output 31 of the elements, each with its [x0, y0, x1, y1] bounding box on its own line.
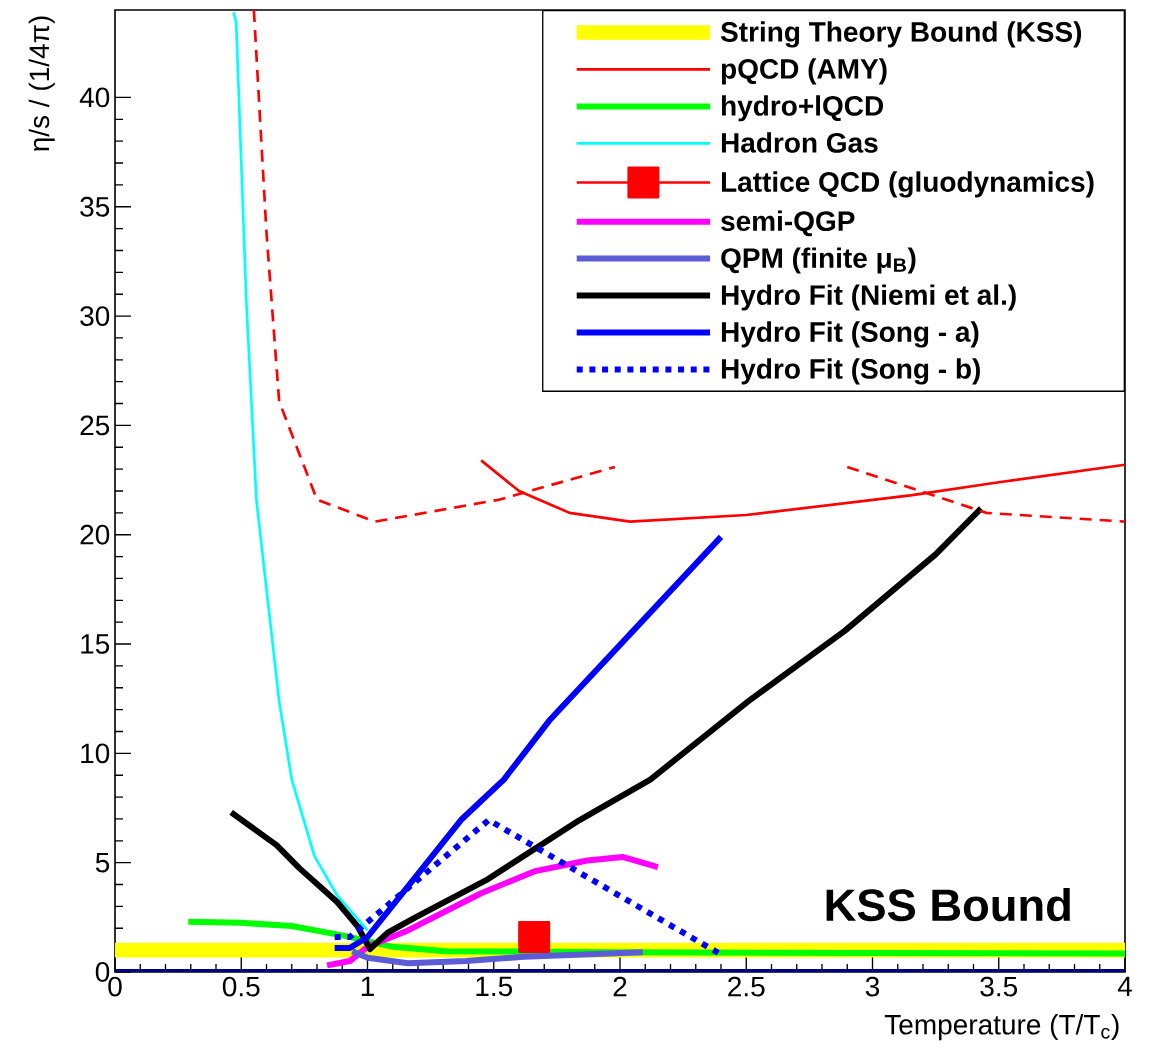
legend-label: Hydro Fit (Song - b) [721, 358, 980, 385]
legend-label: hydro+lQCD [722, 95, 884, 122]
legend-label: Hydro Fit (Niemi et al.) [721, 284, 1016, 311]
y-tick-label: 25 [80, 415, 110, 436]
y-tick-label: 0 [95, 962, 110, 982]
line-series [232, 10, 369, 932]
x-tick-label: 3.5 [980, 976, 1018, 997]
y-tick-label: 40 [79, 87, 110, 108]
x-tick-label: 0.5 [222, 976, 260, 997]
y-tick-label: 10 [81, 743, 110, 764]
x-axis-title: Temperature (T/T$_{c}$) [884, 1014, 1119, 1041]
annotation: KSS Bound [826, 887, 1070, 922]
legend-label: QPM (finite μ$_{B}$) [721, 247, 916, 274]
x-tick-label: 3 [865, 976, 880, 997]
y-tick-label: 35 [80, 196, 110, 217]
x-tick-label: 4 [1117, 976, 1132, 996]
legend-label: Hydro Fit (Song - a) [721, 321, 979, 348]
y-tick-label: 30 [80, 306, 110, 326]
x-tick-label: 2.5 [728, 976, 765, 997]
y-tick-label: 5 [95, 852, 110, 873]
legend-label: pQCD (AMY) [721, 58, 887, 85]
y-axis-title: η/s / (1/4π) [28, 16, 55, 151]
x-tick-label: 2 [613, 976, 627, 997]
legend-label: Hadron Gas [721, 132, 878, 153]
y-tick-label: 15 [81, 634, 110, 654]
legend-label: Lattice QCD (gluodynamics) [721, 171, 1094, 198]
x-tick-label: 1 [361, 976, 374, 996]
legend-label: String Theory Bound (KSS) [720, 21, 1082, 48]
x-tick-label: 1.5 [476, 976, 513, 997]
y-tick-label: 20 [80, 524, 110, 545]
legend-label: semi-QGP [721, 210, 855, 237]
